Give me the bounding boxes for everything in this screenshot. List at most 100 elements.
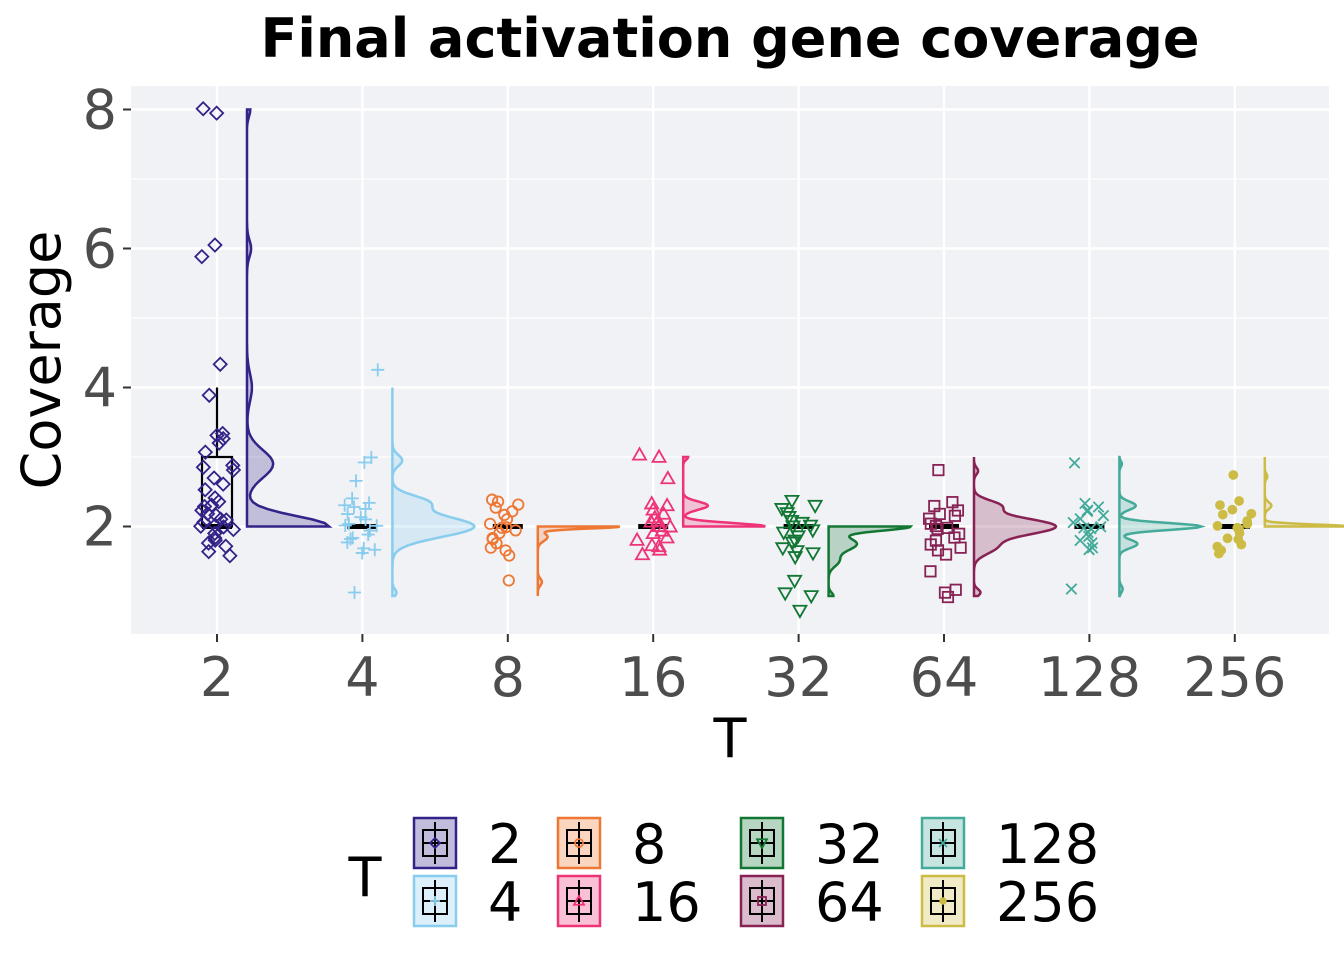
data-point-8 xyxy=(489,501,502,514)
data-point-16 xyxy=(650,448,668,463)
data-point-64 xyxy=(954,541,967,554)
data-point-2 xyxy=(207,525,223,542)
y-tick-label: 2 xyxy=(83,496,117,559)
data-point-8 xyxy=(502,574,515,587)
data-point-8 xyxy=(503,549,516,562)
density-cloud-2 xyxy=(245,108,333,528)
x-tick-label: 256 xyxy=(1183,646,1286,709)
legend-item-16: 16 xyxy=(556,871,701,934)
data-point-2 xyxy=(200,543,217,560)
data-point-4 xyxy=(361,528,375,542)
data-point-8 xyxy=(509,524,522,537)
y-tick-label: 6 xyxy=(83,218,117,281)
y-tick-label: 8 xyxy=(83,79,117,142)
data-point-4 xyxy=(343,532,357,546)
legend-item-2: 2 xyxy=(412,813,522,876)
data-point-2 xyxy=(211,435,227,451)
data-point-256 xyxy=(1217,509,1228,520)
data-point-2 xyxy=(200,535,217,551)
legend-label-8: 8 xyxy=(632,813,666,876)
y-axis-title: Coverage xyxy=(10,231,73,490)
legend-label-2: 2 xyxy=(488,813,522,876)
data-point-64 xyxy=(929,519,943,533)
data-point-32 xyxy=(773,503,790,518)
data-point-2 xyxy=(222,547,238,564)
data-points xyxy=(192,100,1257,619)
data-point-2 xyxy=(215,519,232,535)
data-point-8 xyxy=(484,517,497,530)
data-point-256 xyxy=(1222,533,1233,544)
data-point-2 xyxy=(212,356,228,373)
legend-key-marker-16 xyxy=(572,894,586,906)
data-point-32 xyxy=(804,547,822,562)
data-point-4 xyxy=(355,546,369,560)
legend-item-4: 4 xyxy=(412,871,522,934)
data-point-16 xyxy=(629,531,646,546)
density-cloud-32 xyxy=(827,525,914,598)
data-point-16 xyxy=(659,470,676,485)
data-point-32 xyxy=(807,499,824,515)
x-tick-label: 16 xyxy=(619,646,688,709)
data-point-4 xyxy=(338,518,352,532)
legend-label-32: 32 xyxy=(815,813,884,876)
data-point-4 xyxy=(357,456,371,470)
data-point-128 xyxy=(1097,509,1110,522)
data-point-128 xyxy=(1092,501,1105,513)
data-point-16 xyxy=(654,522,671,537)
x-tick-label: 64 xyxy=(910,646,979,709)
data-point-256 xyxy=(1246,508,1257,519)
data-point-16 xyxy=(655,505,672,520)
data-point-16 xyxy=(634,546,651,561)
data-point-32 xyxy=(787,551,804,566)
legend-key-marker-4 xyxy=(430,896,440,906)
data-point-128 xyxy=(1067,516,1080,529)
density-cloud-256 xyxy=(1263,457,1344,528)
legend-key-marker-8 xyxy=(574,838,584,848)
density-cloud-16 xyxy=(681,455,766,528)
data-point-128 xyxy=(1068,457,1081,469)
data-point-128 xyxy=(1079,497,1091,510)
data-point-2 xyxy=(225,457,241,474)
data-point-32 xyxy=(787,534,804,549)
x-tick-label: 128 xyxy=(1038,646,1141,709)
legend-label-4: 4 xyxy=(488,871,522,934)
data-point-16 xyxy=(650,512,667,527)
data-point-256 xyxy=(1213,548,1224,559)
data-point-32 xyxy=(803,590,820,605)
data-point-4 xyxy=(370,519,384,533)
data-point-4 xyxy=(347,500,361,514)
data-point-32 xyxy=(804,524,821,539)
data-point-4 xyxy=(364,450,378,464)
legend-key-marker-2 xyxy=(428,836,442,850)
data-point-64 xyxy=(931,544,945,557)
legend-title: T xyxy=(348,846,383,909)
data-point-8 xyxy=(491,495,505,508)
data-point-2 xyxy=(194,248,210,265)
data-point-256 xyxy=(1242,518,1253,529)
y-tick-label: 4 xyxy=(83,357,117,420)
data-point-2 xyxy=(207,237,223,253)
legend-key-marker-32 xyxy=(755,838,769,850)
data-point-256 xyxy=(1234,496,1244,506)
data-point-2 xyxy=(196,498,213,515)
legend-key-marker-64 xyxy=(757,896,767,906)
legend-item-8: 8 xyxy=(556,813,666,876)
data-point-4 xyxy=(359,512,373,526)
data-point-256 xyxy=(1212,521,1223,531)
legend-item-64: 64 xyxy=(739,871,884,934)
data-point-2 xyxy=(225,462,242,478)
data-point-128 xyxy=(1065,583,1078,595)
data-point-128 xyxy=(1086,537,1098,549)
data-point-16 xyxy=(643,495,660,510)
legend-label-128: 128 xyxy=(996,813,1099,876)
data-point-2 xyxy=(195,100,211,117)
data-point-32 xyxy=(777,587,794,602)
data-point-2 xyxy=(192,518,209,535)
data-point-2 xyxy=(210,493,227,510)
x-axis-title: T xyxy=(713,707,748,770)
data-point-2 xyxy=(195,459,212,476)
data-point-128 xyxy=(1094,521,1107,533)
data-point-4 xyxy=(349,474,363,488)
plot-panel xyxy=(131,86,1329,634)
data-point-16 xyxy=(659,497,676,512)
